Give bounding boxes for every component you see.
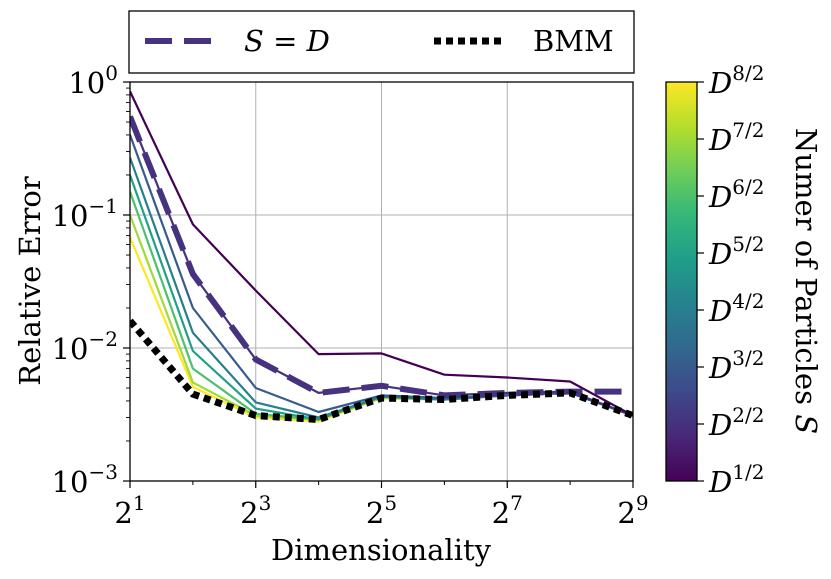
colorbar-tick-label: D8/2 xyxy=(708,61,764,100)
colorbar-tick-label: D2/2 xyxy=(708,403,764,442)
legend-box xyxy=(128,10,635,74)
colorbar-tick-label: D6/2 xyxy=(708,175,764,214)
y-tick-label: 100 xyxy=(68,61,118,100)
series-line-bmm xyxy=(130,318,633,424)
series-line-s-eq-d xyxy=(130,115,633,399)
y-axis-label: Relative Error xyxy=(13,176,47,386)
legend-label-bmm: BMM xyxy=(533,24,614,58)
colorbar-tick-label: D3/2 xyxy=(708,346,764,385)
colorbar-label: Numer of Particles S xyxy=(789,128,823,434)
x-axis-label: Dimensionality xyxy=(271,533,492,567)
series-line-1 xyxy=(130,90,633,417)
x-tick-label: 27 xyxy=(492,491,523,530)
colorbar-tick-label: D5/2 xyxy=(708,232,764,271)
colorbar-gradient xyxy=(665,81,698,482)
y-tick-label: 10−3 xyxy=(52,460,118,499)
legend: S = D BMM xyxy=(128,10,635,74)
legend-label-s-eq-d: S = D xyxy=(244,24,330,58)
colorbar-tick-label: D4/2 xyxy=(708,289,764,328)
y-tick-label: 10−2 xyxy=(52,327,118,366)
colorbar-tick-label: D1/2 xyxy=(708,460,764,499)
y-tick-label: 10−1 xyxy=(52,194,118,233)
colorbar-tick-label: D7/2 xyxy=(708,118,764,157)
x-tick-label: 25 xyxy=(366,491,397,530)
x-tick-label: 23 xyxy=(240,491,271,530)
colorbar-ticks: D1/2 D2/2 D3/2 D4/2 D5/2 D6/2 D7/2 D8/2 xyxy=(697,61,764,499)
colorbar: D1/2 D2/2 D3/2 D4/2 D5/2 D6/2 D7/2 D8/2 Numer o… xyxy=(665,61,823,499)
x-tick-label: 21 xyxy=(114,491,145,530)
series-layer xyxy=(130,90,633,424)
grid xyxy=(129,81,634,482)
x-tick-label: 29 xyxy=(617,491,648,530)
tick-layer: 21 23 25 27 29 100 10−1 10−2 10−3 xyxy=(52,61,649,530)
